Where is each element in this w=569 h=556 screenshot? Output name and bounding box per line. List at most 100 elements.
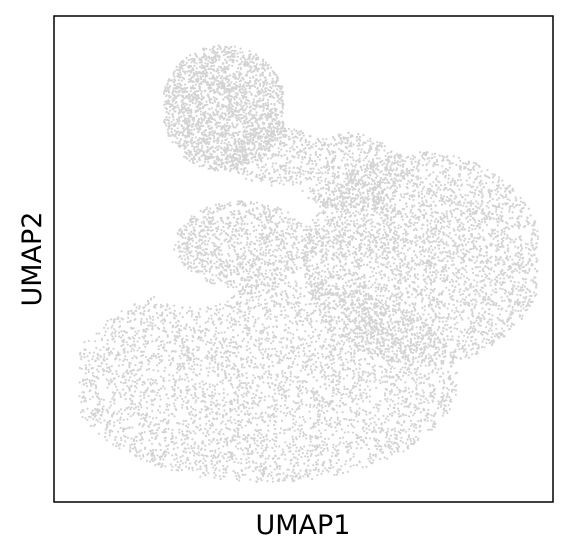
scatter-point <box>175 101 178 104</box>
scatter-point <box>204 54 207 57</box>
scatter-point <box>514 196 517 199</box>
scatter-point <box>194 125 197 128</box>
scatter-point <box>381 142 384 145</box>
scatter-point <box>200 102 203 105</box>
scatter-point <box>239 66 242 69</box>
scatter-point <box>193 61 196 64</box>
scatter-point <box>227 141 230 144</box>
scatter-point <box>236 203 239 206</box>
scatter-point <box>183 117 186 120</box>
scatter-point <box>239 85 242 88</box>
scatter-point <box>448 281 452 284</box>
scatter-point <box>186 157 189 160</box>
scatter-point <box>312 241 315 245</box>
scatter-point <box>269 269 272 272</box>
scatter-point <box>244 167 247 170</box>
scatter-point <box>372 274 375 277</box>
scatter-point <box>208 270 211 273</box>
scatter-point <box>240 162 243 165</box>
scatter-point <box>205 134 208 137</box>
scatter-point <box>255 175 258 178</box>
scatter-point <box>476 281 479 284</box>
scatter-point <box>245 112 248 115</box>
scatter-point <box>500 229 503 232</box>
scatter-point <box>313 175 316 178</box>
scatter-point <box>425 294 428 297</box>
scatter-point <box>254 82 257 85</box>
scatter-point <box>187 107 190 110</box>
scatter-point <box>463 334 466 337</box>
scatter-point <box>407 354 410 357</box>
scatter-point <box>360 148 363 151</box>
scatter-point <box>285 161 288 165</box>
scatter-point <box>207 134 211 137</box>
scatter-point <box>276 267 279 270</box>
scatter-point <box>432 171 435 174</box>
scatter-point <box>252 107 255 110</box>
scatter-point <box>332 193 335 196</box>
scatter-point <box>199 122 203 125</box>
scatter-point <box>300 137 303 140</box>
scatter-point <box>166 128 169 131</box>
scatter-point <box>242 131 245 134</box>
scatter-point <box>256 163 259 166</box>
scatter-point <box>323 264 326 267</box>
scatter-point <box>299 139 302 142</box>
scatter-point <box>235 70 238 73</box>
scatter-point <box>194 87 197 90</box>
scatter-point <box>176 127 179 130</box>
scatter-point <box>172 118 175 121</box>
scatter-point <box>511 216 514 219</box>
scatter-point <box>355 202 358 205</box>
scatter-point <box>185 109 189 112</box>
scatter-point <box>213 150 216 153</box>
scatter-point <box>273 171 276 174</box>
scatter-point <box>252 84 255 87</box>
scatter-point <box>294 171 297 174</box>
scatter-point <box>267 252 270 255</box>
scatter-point <box>268 219 271 222</box>
scatter-point <box>200 71 203 75</box>
scatter-point <box>231 86 234 89</box>
scatter-point <box>266 105 269 108</box>
scatter-point <box>256 207 259 210</box>
scatter-point <box>210 265 213 268</box>
scatter-point <box>293 128 296 131</box>
scatter-point <box>227 149 230 152</box>
scatter-point <box>212 132 215 135</box>
scatter-point <box>226 158 229 161</box>
scatter-point <box>196 74 199 78</box>
scatter-point <box>298 170 301 173</box>
scatter-point <box>210 121 213 124</box>
scatter-point <box>326 169 330 172</box>
scatter-point <box>249 109 253 112</box>
scatter-point <box>176 75 179 78</box>
scatter-point <box>263 223 266 226</box>
scatter-point <box>285 150 288 153</box>
scatter-point <box>182 112 185 115</box>
scatter-point <box>357 142 360 145</box>
scatter-point <box>338 200 341 203</box>
scatter-point <box>274 255 278 258</box>
scatter-point <box>248 69 251 72</box>
scatter-point <box>238 97 241 100</box>
scatter-point <box>192 99 195 102</box>
scatter-point <box>266 136 269 139</box>
scatter-point <box>225 91 228 94</box>
scatter-point <box>240 94 243 97</box>
scatter-point <box>276 235 279 239</box>
scatter-point <box>243 169 246 172</box>
scatter-point <box>243 86 246 89</box>
scatter-point <box>513 206 516 209</box>
scatter-point <box>333 187 336 190</box>
scatter-point <box>410 215 413 218</box>
scatter-point <box>423 158 426 161</box>
scatter-point <box>274 153 277 156</box>
scatter-point <box>265 78 268 81</box>
scatter-point <box>198 238 202 241</box>
scatter-point <box>507 268 510 271</box>
scatter-point <box>212 139 215 143</box>
scatter-point <box>443 339 446 342</box>
scatter-point <box>291 232 294 235</box>
scatter-point <box>211 130 214 133</box>
